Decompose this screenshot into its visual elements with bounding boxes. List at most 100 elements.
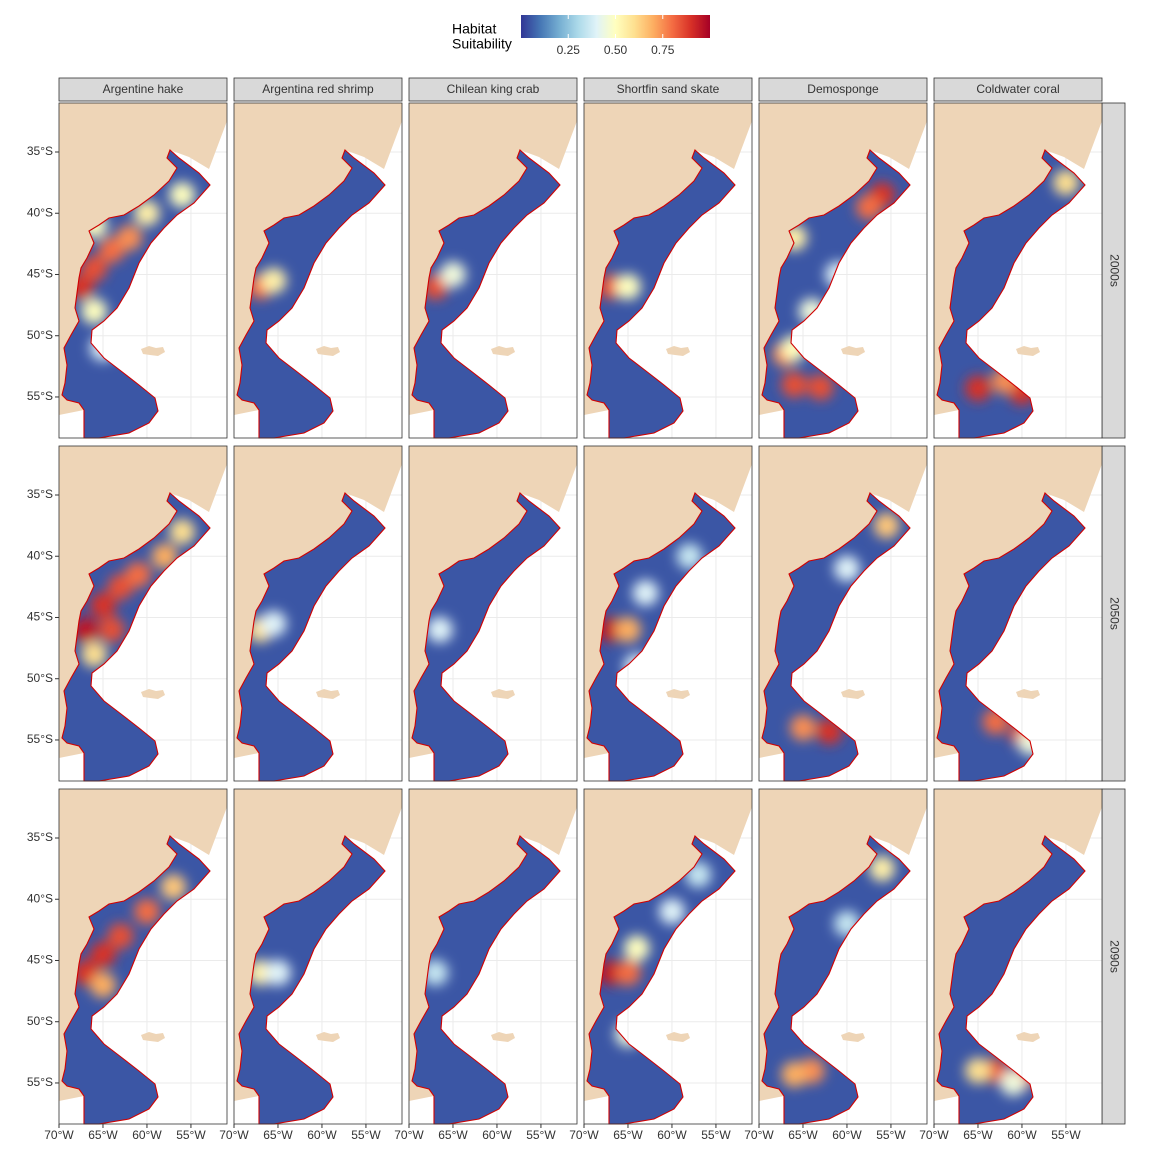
land (59, 446, 227, 758)
suitability-hotspot (133, 200, 160, 227)
map-panel (933, 445, 1103, 782)
land (934, 103, 1102, 415)
suitability-hotspot (439, 261, 466, 288)
suitability-hotspot (133, 898, 160, 925)
x-tick-label: 55°W (526, 1128, 556, 1142)
legend-tick-label: 0.25 (557, 43, 581, 57)
x-tick-label: 60°W (132, 1128, 162, 1142)
suitability-hotspot (116, 224, 143, 251)
y-tick-label: 55°S (27, 732, 53, 746)
legend-title: Habitat (452, 21, 496, 37)
shelf (62, 836, 210, 1124)
panel-border (408, 445, 578, 782)
shelf (937, 150, 1085, 438)
suitability-hotspot (89, 941, 116, 968)
shelf (62, 493, 210, 781)
land (584, 446, 752, 758)
suitability-hotspot (1052, 169, 1079, 196)
suitability-hotspot (426, 616, 453, 643)
y-tick-label: 50°S (27, 328, 53, 342)
island (491, 689, 515, 699)
x-tick-label: 55°W (1051, 1128, 1081, 1142)
suitability-hotspot (873, 512, 900, 539)
y-tick-label: 45°S (27, 610, 53, 624)
shelf-outline (236, 492, 386, 782)
shelf-outline (761, 835, 911, 1125)
island (1016, 1032, 1040, 1042)
shelf-outline (936, 492, 1086, 782)
column-strip (233, 77, 403, 102)
x-tick-label: 65°W (438, 1128, 468, 1142)
panel-border (233, 445, 403, 782)
island (141, 346, 165, 356)
x-tick-label: 60°W (482, 1128, 512, 1142)
map-panel (233, 445, 403, 782)
island (841, 346, 865, 356)
island (1016, 689, 1040, 699)
map-panel (583, 445, 753, 782)
island (316, 689, 340, 699)
island (666, 689, 690, 699)
suitability-hotspot (264, 959, 291, 986)
island (666, 1032, 690, 1042)
column-label: Demosponge (807, 82, 879, 96)
land (759, 446, 927, 758)
shelf-outline (61, 835, 211, 1125)
suitability-hotspot (1000, 1069, 1027, 1096)
shelf (237, 836, 385, 1124)
panel-border (233, 788, 403, 1125)
y-tick-label: 50°S (27, 1014, 53, 1028)
y-tick-label: 45°S (27, 267, 53, 281)
x-tick-label: 65°W (963, 1128, 993, 1142)
suitability-hotspot (169, 181, 196, 208)
land (584, 789, 752, 1101)
island (491, 1032, 515, 1042)
shelf-outline (761, 149, 911, 439)
land (234, 446, 402, 758)
x-tick-label: 55°W (176, 1128, 206, 1142)
island (141, 689, 165, 699)
suitability-hotspot (781, 371, 808, 398)
legend-tick-label: 0.75 (651, 43, 675, 57)
y-tick-label: 40°S (27, 548, 53, 562)
map-panel (58, 445, 228, 782)
legend-colorbar (521, 15, 710, 38)
panel-border (583, 102, 753, 439)
panel-border (233, 102, 403, 439)
suitability-hotspot (98, 616, 125, 643)
legend-tick-label: 0.50 (604, 43, 628, 57)
column-label: Argentina red shrimp (262, 82, 374, 96)
land (409, 446, 577, 758)
suitability-hotspot (169, 518, 196, 545)
suitability-hotspot (833, 555, 860, 582)
map-panel (233, 102, 403, 439)
land (234, 789, 402, 1101)
map-panel (408, 445, 578, 782)
y-tick-label: 40°S (27, 205, 53, 219)
x-tick-label: 70°W (744, 1128, 774, 1142)
y-tick-label: 35°S (27, 144, 53, 158)
land (759, 789, 927, 1101)
panel-border (583, 788, 753, 1125)
suitability-hotspot (160, 873, 187, 900)
suitability-hotspot (81, 255, 108, 282)
column-strip (758, 77, 928, 102)
suitability-layer (772, 181, 896, 401)
suitability-hotspot (89, 971, 116, 998)
panel-border (758, 445, 928, 782)
shelf (412, 836, 560, 1124)
suitability-hotspot (623, 935, 650, 962)
suitability-hotspot (81, 641, 108, 668)
island (666, 346, 690, 356)
island (841, 689, 865, 699)
row-label: 2090s (1107, 940, 1121, 973)
x-tick-label: 65°W (788, 1128, 818, 1142)
land (584, 103, 752, 415)
suitability-hotspot (260, 610, 287, 637)
suitability-layer (72, 518, 196, 668)
panel-border (408, 788, 578, 1125)
suitability-hotspot (789, 714, 816, 741)
x-tick-label: 70°W (919, 1128, 949, 1142)
y-tick-label: 35°S (27, 487, 53, 501)
